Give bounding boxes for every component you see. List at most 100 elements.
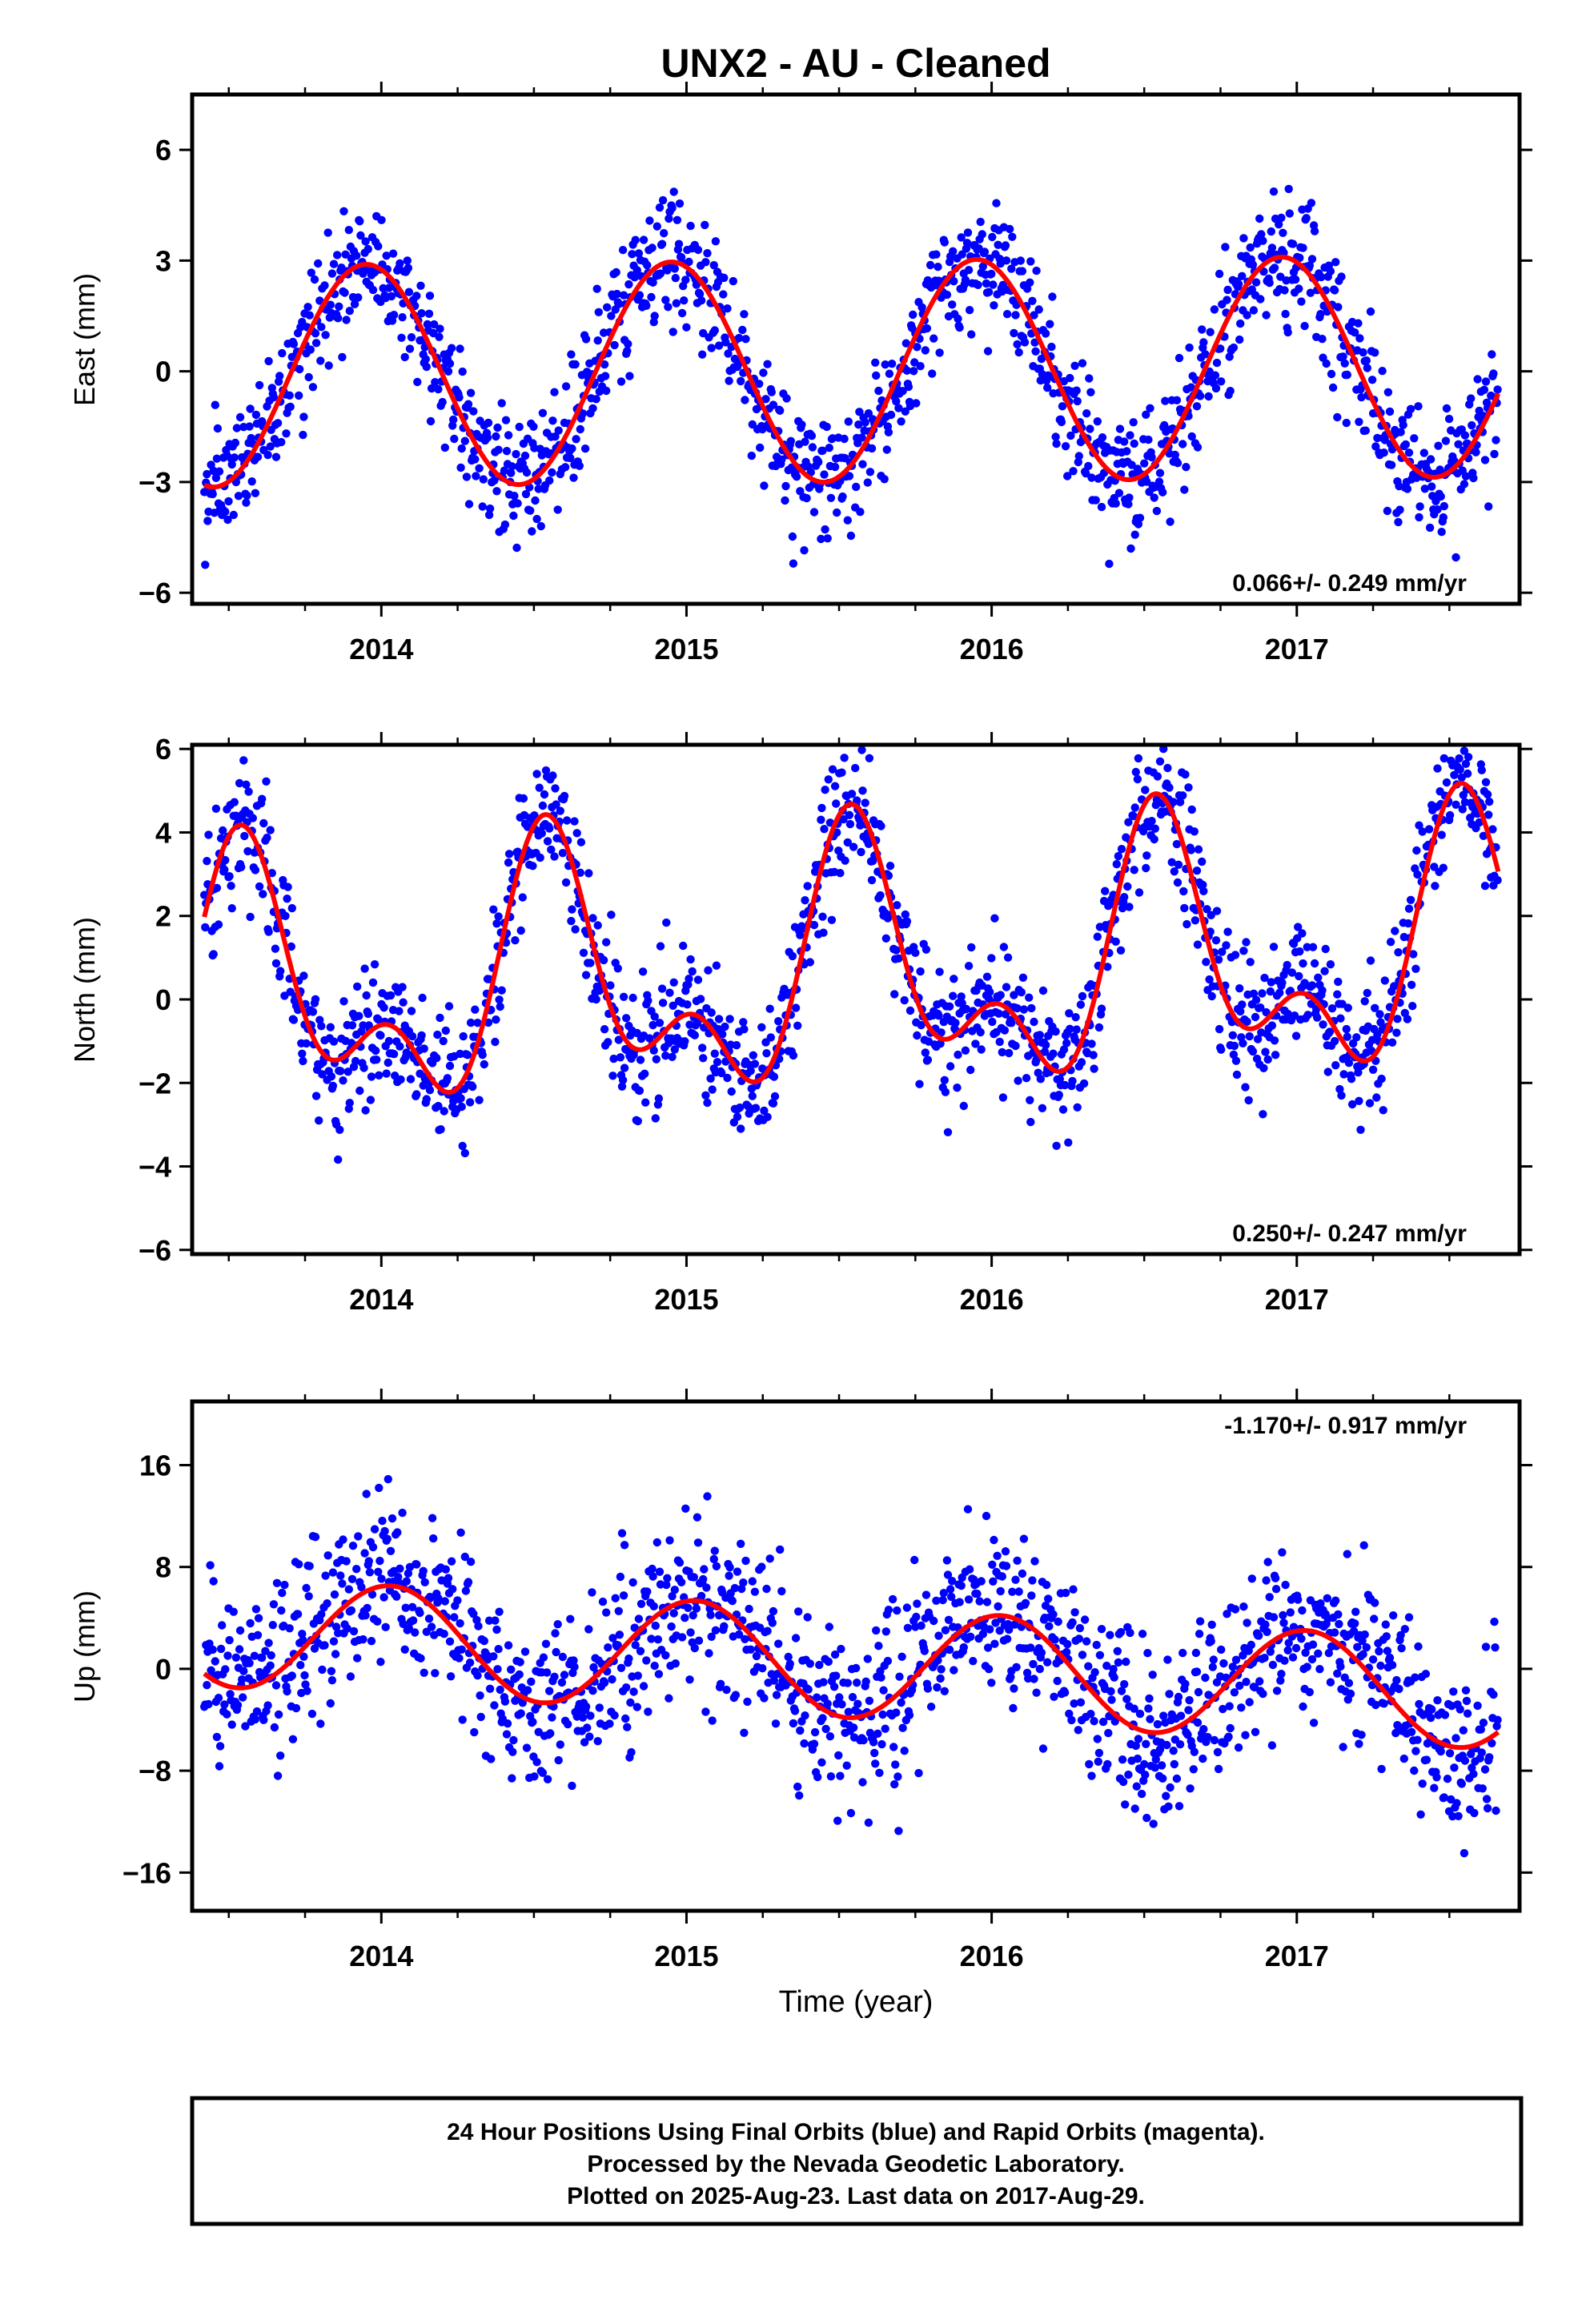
data-point bbox=[1386, 938, 1395, 947]
data-point bbox=[1121, 1800, 1130, 1809]
data-point bbox=[1000, 1026, 1010, 1035]
data-point bbox=[1142, 1739, 1150, 1748]
data-point bbox=[974, 280, 982, 289]
data-point bbox=[1178, 440, 1187, 448]
data-point bbox=[1400, 1625, 1410, 1634]
data-point bbox=[352, 1565, 361, 1574]
data-point bbox=[980, 247, 990, 256]
data-point bbox=[1011, 1041, 1020, 1051]
data-point bbox=[588, 1588, 596, 1597]
data-point bbox=[1263, 1558, 1272, 1566]
data-point bbox=[538, 408, 548, 417]
data-point bbox=[1283, 328, 1292, 337]
data-point bbox=[346, 1672, 355, 1681]
data-point bbox=[592, 995, 600, 1004]
data-point bbox=[504, 431, 513, 440]
data-point bbox=[329, 1637, 339, 1646]
data-point bbox=[538, 801, 548, 810]
data-point bbox=[258, 794, 267, 803]
data-point bbox=[571, 360, 580, 369]
footer-box: 24 Hour Positions Using Final Orbits (bl… bbox=[190, 2096, 1524, 2226]
data-point bbox=[1389, 1611, 1398, 1620]
data-point bbox=[1363, 988, 1372, 998]
data-point bbox=[1242, 938, 1251, 947]
data-point bbox=[1072, 1025, 1081, 1034]
data-point bbox=[1319, 1020, 1327, 1029]
data-point bbox=[376, 1031, 385, 1040]
data-point bbox=[1025, 993, 1034, 1002]
data-point bbox=[814, 457, 823, 467]
data-point bbox=[990, 301, 998, 310]
data-point bbox=[1396, 428, 1405, 436]
data-point bbox=[1084, 461, 1093, 471]
data-point bbox=[382, 251, 391, 260]
data-point bbox=[327, 1676, 337, 1685]
data-point bbox=[431, 1669, 440, 1678]
data-point bbox=[1383, 506, 1392, 516]
data-point bbox=[950, 975, 958, 983]
data-point bbox=[945, 1002, 954, 1011]
data-point bbox=[353, 1654, 362, 1663]
data-point bbox=[461, 1586, 471, 1595]
data-point bbox=[209, 1577, 218, 1586]
data-point bbox=[377, 1574, 386, 1583]
data-point bbox=[323, 228, 332, 237]
data-point bbox=[263, 1701, 272, 1710]
rate-annotation: 0.250+/- 0.247 mm/yr bbox=[1232, 1220, 1467, 1247]
data-point bbox=[492, 432, 500, 441]
data-point bbox=[1305, 1687, 1315, 1697]
data-point bbox=[1027, 1591, 1036, 1600]
data-point bbox=[336, 1067, 345, 1076]
data-point bbox=[383, 1058, 392, 1068]
data-point bbox=[916, 967, 925, 976]
data-point bbox=[1330, 1036, 1339, 1046]
data-point bbox=[962, 1004, 971, 1014]
data-point bbox=[1153, 1719, 1162, 1729]
data-point bbox=[665, 988, 674, 997]
data-point bbox=[233, 1701, 243, 1710]
data-point bbox=[763, 1626, 772, 1635]
data-point bbox=[373, 1617, 382, 1626]
data-point bbox=[1043, 384, 1052, 392]
data-point bbox=[1061, 1588, 1070, 1598]
data-point bbox=[548, 1713, 556, 1722]
data-point bbox=[1395, 1684, 1403, 1694]
data-point bbox=[277, 437, 286, 447]
data-point bbox=[1114, 851, 1123, 861]
data-point bbox=[510, 492, 519, 501]
data-point bbox=[1445, 810, 1455, 820]
data-point bbox=[805, 958, 814, 967]
data-point bbox=[598, 1597, 608, 1606]
data-point bbox=[1449, 1687, 1458, 1696]
data-point bbox=[588, 914, 597, 923]
data-point bbox=[496, 1002, 504, 1011]
data-point bbox=[326, 1023, 335, 1031]
data-point bbox=[910, 1555, 919, 1565]
data-point bbox=[851, 763, 860, 773]
data-point bbox=[1307, 199, 1316, 207]
data-point bbox=[1433, 764, 1442, 773]
data-point bbox=[1199, 338, 1208, 347]
data-point bbox=[1258, 989, 1267, 998]
data-point bbox=[315, 296, 324, 305]
data-point bbox=[1279, 1610, 1287, 1620]
data-point bbox=[1225, 1702, 1234, 1711]
data-point bbox=[1298, 929, 1307, 938]
data-point bbox=[1019, 1005, 1029, 1014]
data-point bbox=[1094, 1748, 1104, 1758]
data-point bbox=[1362, 1642, 1371, 1652]
data-point bbox=[957, 1581, 966, 1590]
data-point bbox=[1488, 350, 1496, 359]
data-point bbox=[1124, 1770, 1133, 1779]
data-point bbox=[898, 1723, 907, 1732]
data-point bbox=[203, 517, 212, 525]
data-point bbox=[1259, 1063, 1268, 1073]
data-point bbox=[966, 1632, 975, 1641]
data-point bbox=[201, 561, 210, 569]
data-point bbox=[757, 1023, 766, 1032]
data-point bbox=[447, 344, 456, 352]
data-point bbox=[858, 786, 867, 795]
data-point bbox=[1269, 943, 1279, 951]
data-point bbox=[377, 215, 386, 224]
data-point bbox=[881, 1724, 889, 1733]
